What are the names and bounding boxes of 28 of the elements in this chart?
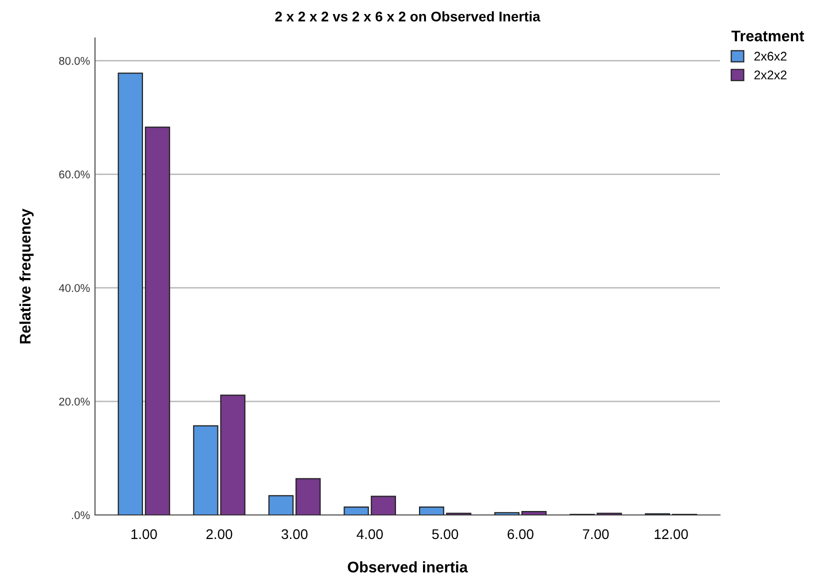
x-tick-label: 12.00 [654,529,688,540]
legend-label: 2x2x2 [754,70,786,80]
bar [344,506,369,515]
bar [144,126,170,515]
bar [418,506,444,515]
x-tick-label: 1.00 [131,529,157,540]
bar [494,512,520,515]
legend-label: 2x6x2 [754,52,786,61]
y-axis-title: Relative frequency [19,208,34,344]
x-tick-label: 4.00 [356,529,383,540]
x-tick-label: 7.00 [582,529,609,540]
legend-title: Treatment [731,30,804,42]
bar [118,72,143,515]
x-tick-label: 5.00 [432,529,458,540]
y-tick-label: 20.0% [59,398,90,406]
y-tick-label: .0% [72,511,90,520]
x-tick-label: 2.00 [206,529,232,540]
bar [370,496,396,515]
x-tick-label: 3.00 [282,529,308,540]
y-tick-label: 60.0% [59,170,90,178]
x-axis-title: Observed inertia [348,561,468,572]
y-tick-label: 40.0% [58,284,90,292]
x-tick-label: 6.00 [508,529,534,540]
chart-title: 2 x 2 x 2 vs 2 x 6 x 2 on Observed Inertia [275,11,540,22]
bar [268,495,294,515]
y-tick-label: 80.0% [59,56,90,65]
bar [521,511,547,515]
bar [296,478,321,515]
